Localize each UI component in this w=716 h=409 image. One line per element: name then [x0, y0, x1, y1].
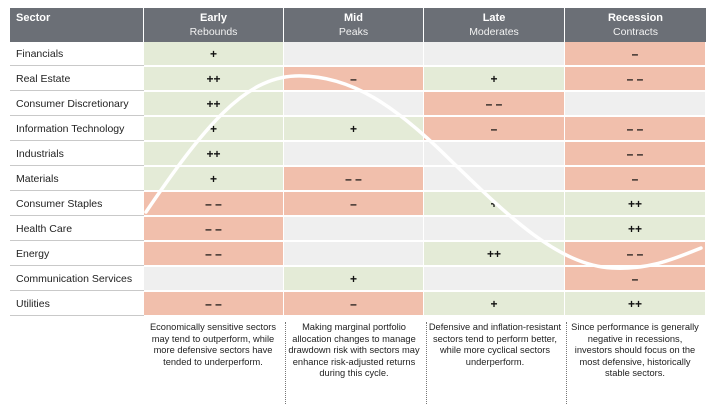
table-row: Real Estate ++ – + – –: [10, 67, 706, 92]
rating-cell: – –: [144, 242, 284, 266]
note-recession: Since performance is generally negative …: [571, 322, 699, 378]
sector-name: Communication Services: [10, 267, 144, 291]
phase-subtitle: Contracts: [613, 26, 658, 38]
phase-name: Recession: [607, 12, 664, 24]
sector-cycle-table: Sector Early Rebounds Mid Peaks Late Mod…: [10, 8, 706, 319]
table-row: Communication Services + –: [10, 267, 706, 292]
sector-name: Consumer Discretionary: [10, 92, 144, 116]
sector-name: Consumer Staples: [10, 192, 144, 216]
phase-header-recession: Recession Contracts: [565, 8, 706, 42]
sector-name: Information Technology: [10, 117, 144, 141]
sector-name: Materials: [10, 167, 144, 191]
rating-cell: [144, 267, 284, 291]
rating-cell: +: [284, 267, 424, 291]
rating-cell: ++: [565, 192, 706, 216]
rating-cell: [284, 92, 424, 116]
rating-cell: – –: [565, 242, 706, 266]
rating-cell: [565, 92, 706, 116]
rating-cell: – –: [565, 117, 706, 141]
table-row: Consumer Staples – – – + ++: [10, 192, 706, 217]
rating-cell: – –: [565, 67, 706, 91]
sector-column-header: Sector: [10, 8, 144, 42]
rating-cell: [424, 217, 565, 241]
rating-cell: –: [565, 42, 706, 66]
note-divider: [426, 322, 427, 404]
rating-cell: –: [284, 292, 424, 316]
rating-cell: [284, 142, 424, 166]
table-row: Utilities – – – + ++: [10, 292, 706, 317]
phase-name: Mid: [344, 12, 363, 24]
table-row: Materials + – – –: [10, 167, 706, 192]
table-row: Consumer Discretionary ++ – –: [10, 92, 706, 117]
rating-cell: – –: [565, 142, 706, 166]
rating-cell: [284, 242, 424, 266]
rating-cell: +: [144, 167, 284, 191]
rating-cell: ++: [144, 92, 284, 116]
rating-cell: [424, 142, 565, 166]
rating-cell: [424, 267, 565, 291]
phase-subtitle: Moderates: [469, 26, 519, 38]
rating-cell: +: [424, 67, 565, 91]
rating-cell: ++: [424, 242, 565, 266]
sector-name: Health Care: [10, 217, 144, 241]
sector-name: Utilities: [10, 292, 144, 316]
note-divider: [566, 322, 567, 404]
rating-cell: +: [424, 292, 565, 316]
rating-cell: [424, 42, 565, 66]
rating-cell: [284, 217, 424, 241]
rating-cell: +: [144, 42, 284, 66]
sector-name: Industrials: [10, 142, 144, 166]
rating-cell: [424, 167, 565, 191]
phase-header-early: Early Rebounds: [144, 8, 284, 42]
rating-cell: ++: [565, 292, 706, 316]
table-row: Industrials ++ – –: [10, 142, 706, 167]
phase-subtitle: Peaks: [338, 26, 369, 38]
rating-cell: – –: [144, 292, 284, 316]
note-divider: [285, 322, 286, 404]
rating-cell: – –: [144, 217, 284, 241]
rating-cell: ++: [144, 142, 284, 166]
rating-cell: ++: [144, 67, 284, 91]
sector-name: Financials: [10, 42, 144, 66]
rating-cell: – –: [424, 92, 565, 116]
rating-cell: –: [565, 167, 706, 191]
rating-cell: +: [424, 192, 565, 216]
table-row: Health Care – – ++: [10, 217, 706, 242]
rating-cell: +: [144, 117, 284, 141]
phase-header-mid: Mid Peaks: [284, 8, 424, 42]
table-row: Information Technology + + – – –: [10, 117, 706, 142]
rating-cell: –: [424, 117, 565, 141]
phase-header-late: Late Moderates: [424, 8, 565, 42]
sector-name: Energy: [10, 242, 144, 266]
note-mid: Making marginal portfolio allocation cha…: [288, 322, 420, 378]
rating-cell: – –: [284, 167, 424, 191]
note-late: Defensive and inflation-resistant sector…: [428, 322, 562, 367]
rating-cell: –: [284, 192, 424, 216]
rating-cell: –: [284, 67, 424, 91]
sector-name: Real Estate: [10, 67, 144, 91]
rating-cell: ++: [565, 217, 706, 241]
phase-name: Late: [482, 12, 506, 24]
note-early: Economically sensitive sectors may tend …: [149, 322, 277, 367]
table-row: Financials + –: [10, 42, 706, 67]
table-row: Energy – – ++ – –: [10, 242, 706, 267]
rating-cell: +: [284, 117, 424, 141]
phase-name: Early: [200, 12, 227, 24]
rating-cell: –: [565, 267, 706, 291]
rating-cell: [284, 42, 424, 66]
rating-cell: – –: [144, 192, 284, 216]
phase-subtitle: Rebounds: [189, 26, 238, 38]
